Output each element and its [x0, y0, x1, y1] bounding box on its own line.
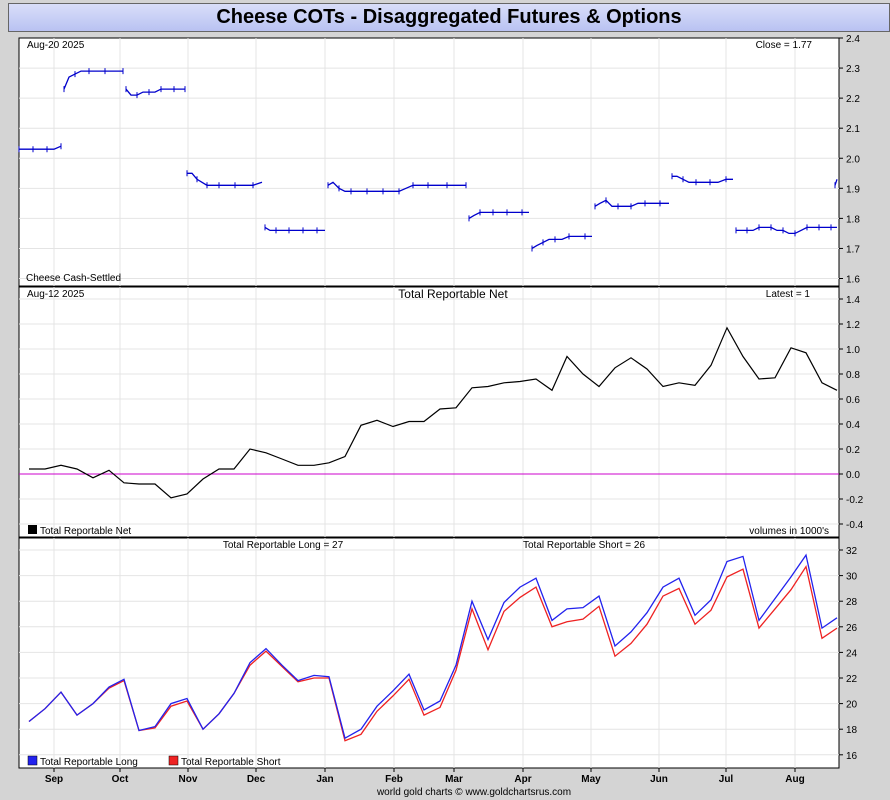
y-tick-label: 2.2 — [846, 94, 860, 105]
price-series-segment — [187, 172, 263, 186]
y-tick-label: 1.9 — [846, 184, 860, 195]
footer-credit: world gold charts © www.goldchartsrus.co… — [376, 787, 571, 798]
y-tick-label: 18 — [846, 725, 858, 736]
y-tick-label: 1.8 — [846, 214, 860, 225]
x-tick-label: Jul — [719, 774, 734, 785]
y-tick-label: 0.4 — [846, 420, 860, 431]
price-series-segment — [327, 181, 466, 192]
y-tick-label: 24 — [846, 648, 858, 659]
short-readout: Total Reportable Short = 26 — [523, 540, 645, 551]
y-tick-label: 2.1 — [846, 124, 860, 135]
y-tick-label: 2.4 — [846, 34, 860, 45]
x-tick-label: Sep — [45, 774, 63, 785]
price-series-segment — [594, 199, 669, 207]
price-series-label: Cheese Cash-Settled — [26, 273, 121, 284]
long-short-panel — [18, 537, 840, 769]
y-tick-label: 0.8 — [846, 370, 860, 381]
long-series-line — [28, 553, 838, 740]
x-tick-label: Jan — [316, 774, 333, 785]
y-tick-label: 2.3 — [846, 64, 860, 75]
short-series-line — [28, 564, 838, 742]
net-panel-title: Total Reportable Net — [398, 287, 508, 301]
price-series-segment — [531, 235, 592, 249]
y-tick-label: 0.2 — [846, 445, 860, 456]
y-tick-label: 1.0 — [846, 345, 860, 356]
price-panel — [18, 37, 840, 287]
chart-title: Cheese COTs - Disaggregated Futures & Op… — [8, 3, 890, 32]
x-tick-label: May — [581, 774, 601, 785]
price-date-label: Aug-20 2025 — [27, 40, 85, 51]
net-latest-readout: Latest = 1 — [766, 289, 811, 300]
net-legend-label: Total Reportable Net — [40, 526, 131, 537]
y-tick-label: 26 — [846, 623, 858, 634]
price-series-segment — [736, 226, 837, 235]
price-series-segment — [264, 226, 325, 232]
long-readout: Total Reportable Long = 27 — [223, 540, 344, 551]
short-legend-label: Total Reportable Short — [181, 757, 281, 768]
net-date-label: Aug-12 2025 — [27, 289, 85, 300]
net-series-line — [29, 326, 838, 499]
price-series-segment — [19, 145, 62, 150]
x-tick-label: Jun — [650, 774, 668, 785]
price-series-segment — [672, 175, 733, 183]
net-panel — [18, 286, 840, 538]
volumes-note: volumes in 1000's — [749, 526, 829, 537]
y-tick-label: 1.7 — [846, 244, 860, 255]
y-tick-label: 0.6 — [846, 395, 860, 406]
y-tick-label: 1.4 — [846, 295, 860, 306]
y-tick-label: 22 — [846, 674, 858, 685]
price-close-readout: Close = 1.77 — [756, 40, 813, 51]
y-tick-label: 20 — [846, 700, 858, 711]
short-legend-swatch — [168, 755, 179, 766]
x-tick-label: Oct — [112, 774, 129, 785]
y-tick-label: 0.0 — [846, 470, 860, 481]
y-tick-label: -0.4 — [846, 520, 864, 531]
axis-layer: 2.4 2.3 2.2 2.1 2.0 1.9 1.8 1.7 1.6 1.4 1.2 1.0 0.8 0… — [45, 34, 864, 785]
x-tick-label: Nov — [179, 774, 198, 785]
x-tick-label: Dec — [247, 774, 266, 785]
y-tick-label: 32 — [846, 546, 858, 557]
long-legend-label: Total Reportable Long — [40, 757, 138, 768]
y-tick-label: 1.2 — [846, 320, 860, 331]
price-series-segment — [125, 88, 185, 96]
x-tick-label: Feb — [385, 774, 403, 785]
data-layer — [18, 68, 839, 742]
y-tick-label: 1.6 — [846, 275, 860, 286]
x-tick-label: Apr — [514, 774, 531, 785]
price-series-segment — [468, 211, 529, 219]
y-tick-label: 30 — [846, 572, 858, 583]
y-tick-label: 2.0 — [846, 154, 860, 165]
y-tick-label: 28 — [846, 597, 858, 608]
x-tick-label: Aug — [785, 774, 804, 785]
net-legend-swatch — [28, 525, 37, 534]
y-tick-label: 16 — [846, 751, 858, 762]
y-tick-label: -0.2 — [846, 495, 864, 506]
long-legend-swatch — [27, 755, 38, 766]
x-tick-label: Mar — [445, 774, 463, 785]
